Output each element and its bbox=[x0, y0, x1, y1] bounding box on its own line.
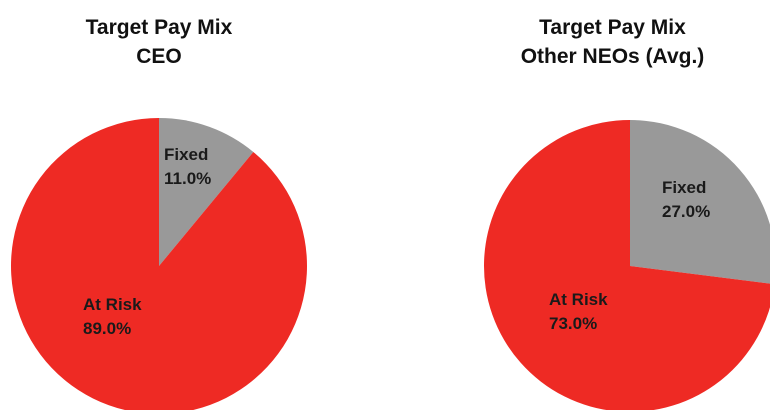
pie-slice-at-risk bbox=[484, 120, 770, 410]
chart-title-line-1: Target Pay Mix bbox=[85, 16, 233, 39]
chart-title-line-2: Other NEOs (Avg.) bbox=[520, 45, 705, 68]
pie-slice-at-risk bbox=[11, 118, 307, 410]
pie-slice-fixed bbox=[630, 120, 770, 284]
chart-title-line-1: Target Pay Mix bbox=[539, 16, 686, 39]
pie-slice-fixed bbox=[159, 118, 254, 266]
chart-title: Target Pay Mix Other NEOs (Avg.) bbox=[445, 13, 770, 71]
chart-title-line-2: CEO bbox=[136, 45, 182, 68]
pie-svg: Fixed 11.0% At Risk 89.0% bbox=[11, 118, 307, 410]
pie-svg: Fixed 27.0% At Risk 73.0% bbox=[484, 120, 770, 410]
slice-label: Fixed bbox=[164, 145, 208, 164]
slice-label: At Risk bbox=[549, 290, 608, 309]
slice-label: At Risk bbox=[83, 295, 142, 314]
pie-chart-ceo: Target Pay Mix CEO Fixed 11.0% At Risk 89.0… bbox=[0, 0, 318, 410]
pie-chart-other-neos: Target Pay Mix Other NEOs (Avg.) Fixed 27… bbox=[455, 0, 770, 410]
slice-value-label: 27.0% bbox=[662, 202, 710, 221]
slice-value-label: 73.0% bbox=[549, 314, 597, 333]
slice-value-label: 11.0% bbox=[164, 169, 211, 188]
slice-label: Fixed bbox=[662, 178, 706, 197]
chart-title: Target Pay Mix CEO bbox=[0, 13, 318, 71]
slice-value-label: 89.0% bbox=[83, 319, 131, 338]
